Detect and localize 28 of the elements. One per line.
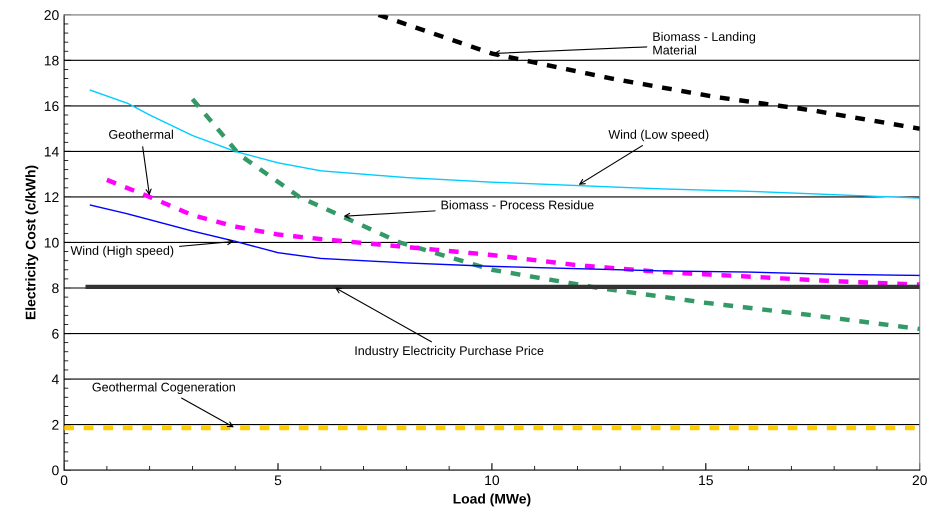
y-tick-label: 10 xyxy=(44,238,59,248)
y-tick-label: 6 xyxy=(52,328,59,339)
x-tick-label: 15 xyxy=(699,475,713,486)
x-axis-title: Load (MWe) xyxy=(454,493,530,506)
y-tick-label: 20 xyxy=(44,10,59,20)
y-tick-label: 2 xyxy=(52,420,59,430)
annotation: Geothermal xyxy=(109,130,173,139)
line-series xyxy=(190,96,920,332)
y-tick-label: 14 xyxy=(44,146,59,156)
x-tick-label: 10 xyxy=(485,475,500,486)
line-series xyxy=(104,178,920,287)
line-series xyxy=(89,89,920,199)
y-tick-label: 4 xyxy=(52,374,59,384)
annotation: Biomass - Process Residue xyxy=(442,200,594,210)
x-tick-label: 0 xyxy=(60,475,68,486)
annotation: Geothermal Cogeneration xyxy=(92,382,235,394)
y-tick-label: 18 xyxy=(44,56,59,66)
annotation: Wind (Low speed) xyxy=(608,130,708,142)
y-axis-title: Electricity Cost (c/kWh) xyxy=(25,166,38,320)
annotation: Biomass - Landing Material xyxy=(653,32,756,55)
y-tick-label: 0 xyxy=(52,465,59,476)
y-tick-label: 8 xyxy=(52,283,59,294)
y-tick-label: 12 xyxy=(44,192,59,202)
annotation: Wind (High speed) xyxy=(70,246,174,258)
x-tick-label: 20 xyxy=(912,475,927,486)
annotation: Industry Electricity Purchase Price xyxy=(355,346,544,358)
y-tick-label: 16 xyxy=(44,101,59,112)
x-tick-label: 5 xyxy=(274,475,282,486)
